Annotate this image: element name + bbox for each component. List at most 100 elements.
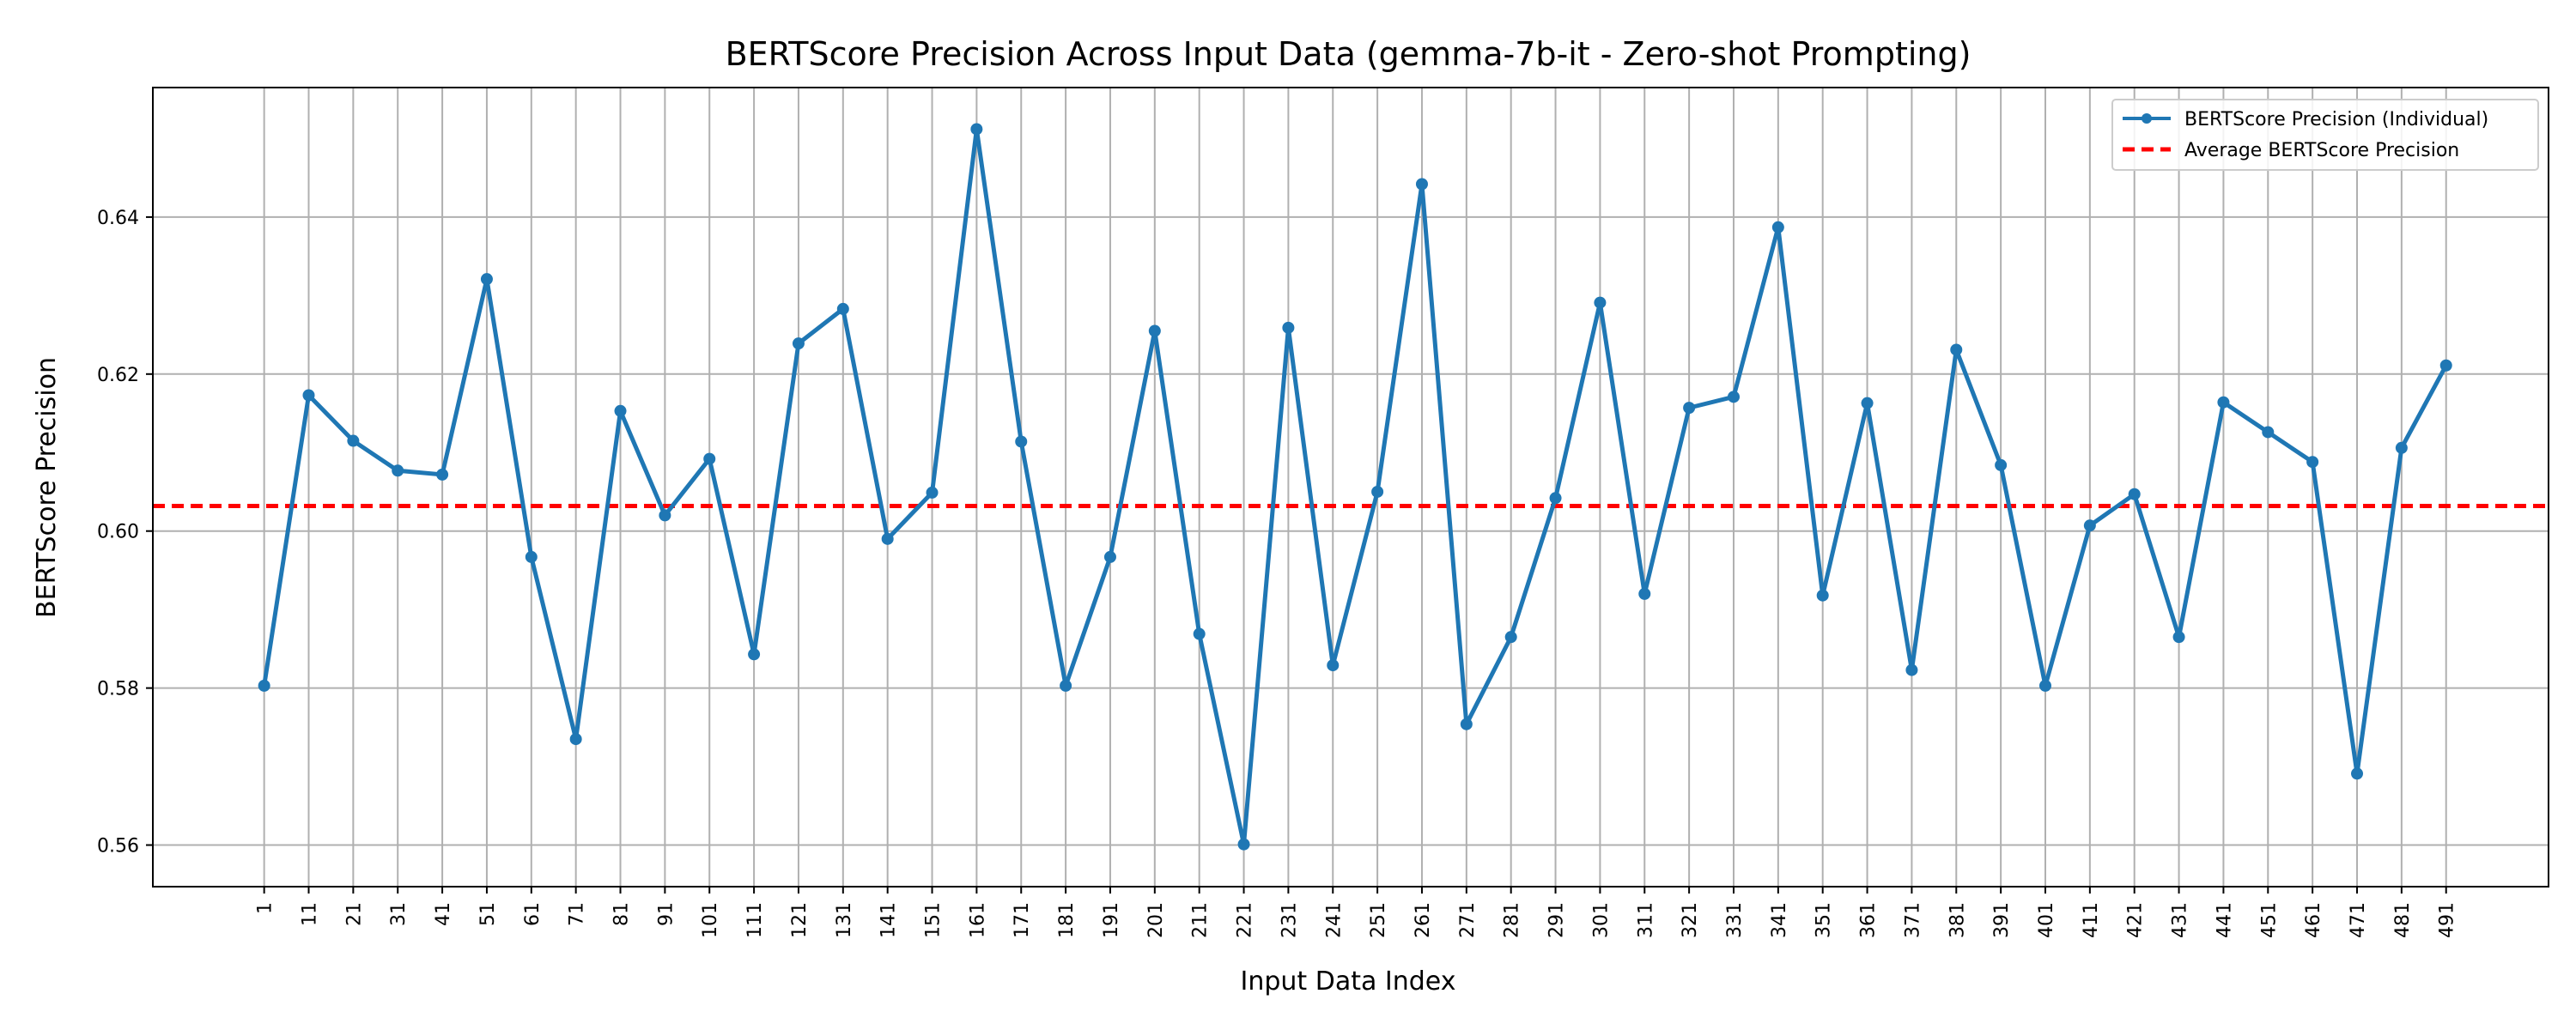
data-point [1594, 296, 1607, 309]
x-tick-label: 301 [1590, 902, 1612, 938]
chart-title: BERTScore Precision Across Input Data (g… [726, 35, 1971, 73]
x-tick-label: 361 [1858, 902, 1880, 938]
data-point [392, 464, 404, 477]
data-point [2439, 359, 2452, 372]
data-point [970, 123, 983, 136]
data-point [926, 486, 939, 499]
data-point [1148, 324, 1161, 337]
x-tick-label: 371 [1902, 902, 1923, 938]
x-tick-label: 261 [1413, 902, 1434, 938]
x-tick-label: 481 [2392, 902, 2414, 938]
data-point [1415, 178, 1428, 191]
legend-box [2111, 99, 2539, 171]
y-tick-label: 0.64 [97, 208, 139, 229]
x-tick-label: 231 [1279, 902, 1300, 938]
x-tick-label: 201 [1145, 902, 1167, 938]
data-point [1015, 435, 1028, 448]
y-axis-label: BERTScore Precision [32, 357, 62, 618]
x-tick-label: 471 [2348, 902, 2369, 938]
data-point [1816, 589, 1829, 602]
x-axis-label: Input Data Index [1241, 966, 1456, 997]
data-point [1905, 663, 1918, 676]
plot-frame [152, 87, 2549, 888]
x-tick-label: 451 [2258, 902, 2280, 938]
data-point [1727, 391, 1740, 403]
x-tick-label: 161 [967, 902, 988, 938]
x-tick-label: 281 [1502, 902, 1523, 938]
legend: BERTScore Precision (Individual) Average… [2111, 99, 2539, 171]
data-point [2306, 456, 2319, 469]
x-tick-label: 491 [2437, 902, 2458, 938]
x-tick-label: 111 [744, 902, 766, 938]
series-layer [258, 123, 2452, 851]
x-tick-label: 211 [1190, 902, 1212, 938]
x-tick-label: 251 [1368, 902, 1389, 938]
data-point [1771, 221, 1784, 233]
grid-layer [153, 88, 2549, 887]
x-tick-label: 31 [388, 902, 410, 926]
x-tick-label: 131 [834, 902, 855, 938]
data-point [2395, 441, 2408, 454]
x-tick-label: 171 [1012, 902, 1033, 938]
data-point [1638, 587, 1651, 600]
data-point [748, 648, 761, 661]
x-tick-label: 1 [255, 902, 276, 914]
data-point [1549, 492, 1562, 505]
x-tick-label: 441 [2214, 902, 2235, 938]
x-tick-label: 81 [611, 902, 633, 926]
legend-series-marker [2142, 113, 2152, 124]
x-tick-label: 291 [1546, 902, 1568, 938]
y-tick-label: 0.62 [97, 365, 139, 386]
x-tick-label: 221 [1235, 902, 1256, 938]
data-point [2262, 426, 2275, 439]
x-tick-label: 391 [1991, 902, 2013, 938]
data-point [2038, 679, 2051, 692]
x-tick-label: 141 [878, 902, 900, 938]
x-tick-label: 121 [789, 902, 811, 938]
data-point [2172, 631, 2185, 644]
data-point [436, 468, 449, 481]
data-point [347, 434, 360, 447]
x-tick-label: 351 [1814, 902, 1835, 938]
ticks-layer: 1 11 21 31 41 51 61 71 81 91 101 111 121 131 141 151 161… [97, 208, 2458, 938]
x-tick-label: 91 [655, 902, 677, 926]
y-tick-label: 0.58 [97, 679, 139, 700]
data-point [792, 337, 805, 350]
y-tick-label: 0.56 [97, 836, 139, 857]
x-tick-label: 321 [1680, 902, 1701, 938]
data-point [881, 532, 894, 545]
data-point [1103, 550, 1116, 563]
x-tick-label: 381 [1947, 902, 1968, 938]
data-point [614, 404, 627, 417]
data-point [1995, 458, 2008, 471]
x-tick-label: 431 [2170, 902, 2191, 938]
x-tick-label: 411 [2081, 902, 2102, 938]
x-tick-label: 341 [1769, 902, 1790, 938]
x-tick-label: 21 [343, 902, 365, 926]
data-point [1504, 631, 1517, 644]
data-point [525, 550, 538, 563]
x-tick-label: 191 [1101, 902, 1122, 938]
data-point [1282, 321, 1295, 334]
x-tick-label: 71 [567, 902, 588, 926]
data-point [258, 679, 270, 692]
x-tick-label: 311 [1635, 902, 1656, 938]
x-tick-label: 11 [300, 902, 321, 926]
x-tick-label: 401 [2036, 902, 2057, 938]
x-tick-label: 241 [1323, 902, 1345, 938]
data-point [703, 452, 716, 465]
data-point [2128, 488, 2141, 500]
legend-label-series: BERTScore Precision (Individual) [2184, 109, 2488, 130]
data-point [1460, 718, 1473, 730]
data-point [1683, 402, 1696, 415]
data-point [2351, 767, 2364, 780]
x-tick-label: 421 [2125, 902, 2147, 938]
data-point [836, 302, 849, 315]
y-tick-label: 0.60 [97, 522, 139, 543]
data-point [1950, 343, 1963, 356]
data-point [1371, 485, 1384, 498]
x-tick-label: 101 [700, 902, 721, 938]
legend-label-average: Average BERTScore Precision [2184, 140, 2459, 161]
data-point [2217, 396, 2230, 409]
data-point [1327, 659, 1340, 672]
